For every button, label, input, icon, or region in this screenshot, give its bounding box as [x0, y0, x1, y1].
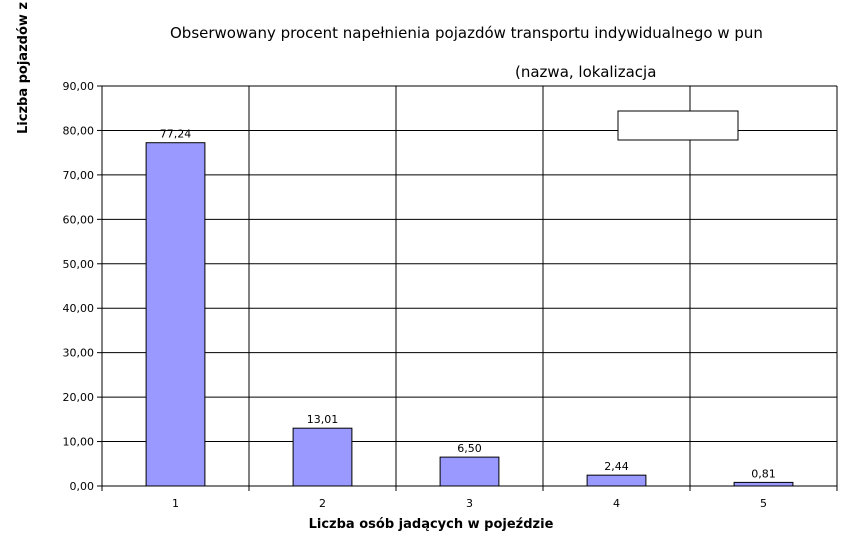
- legend-box: [617, 110, 739, 141]
- data-label: 13,01: [307, 413, 339, 426]
- y-tick-label: 90,00: [63, 80, 95, 93]
- y-tick-label: 0,00: [70, 480, 95, 493]
- y-tick-label: 80,00: [63, 124, 95, 137]
- bar: [733, 481, 794, 487]
- y-tick-label: 10,00: [63, 436, 95, 449]
- y-tick-label: 50,00: [63, 258, 95, 271]
- data-label: 0,81: [751, 467, 776, 480]
- data-label: 77,24: [160, 128, 192, 141]
- plot-area: 0,00 10,00 20,00 30,00 40,00 50,00 60,00 70,00 8…: [63, 80, 838, 510]
- x-tick-label: 5: [760, 497, 767, 510]
- y-tick-label: 30,00: [63, 347, 95, 360]
- y-tick-label: 60,00: [63, 213, 95, 226]
- y-tick-label: 70,00: [63, 169, 95, 182]
- y-tick-label: 20,00: [63, 391, 95, 404]
- x-axis-label: Liczba osób jadących w pojeździe: [309, 517, 554, 532]
- bar: [292, 427, 353, 487]
- x-tick-label: 2: [319, 497, 326, 510]
- bar: [586, 474, 647, 487]
- data-label: 6,50: [457, 442, 482, 455]
- y-tick-label: 40,00: [63, 302, 95, 315]
- bar: [439, 456, 500, 487]
- bar: [145, 142, 206, 487]
- x-tick-label: 4: [613, 497, 620, 510]
- chart-title: Obserwowany procent napełnienia pojazdów…: [170, 24, 763, 42]
- x-tick-label: 1: [172, 497, 179, 510]
- data-label: 2,44: [604, 460, 629, 473]
- x-tick-label: 3: [466, 497, 473, 510]
- chart-subtitle: (nazwa, lokalizacja: [515, 63, 656, 81]
- y-axis-label: Liczba pojazdów z: [16, 2, 31, 134]
